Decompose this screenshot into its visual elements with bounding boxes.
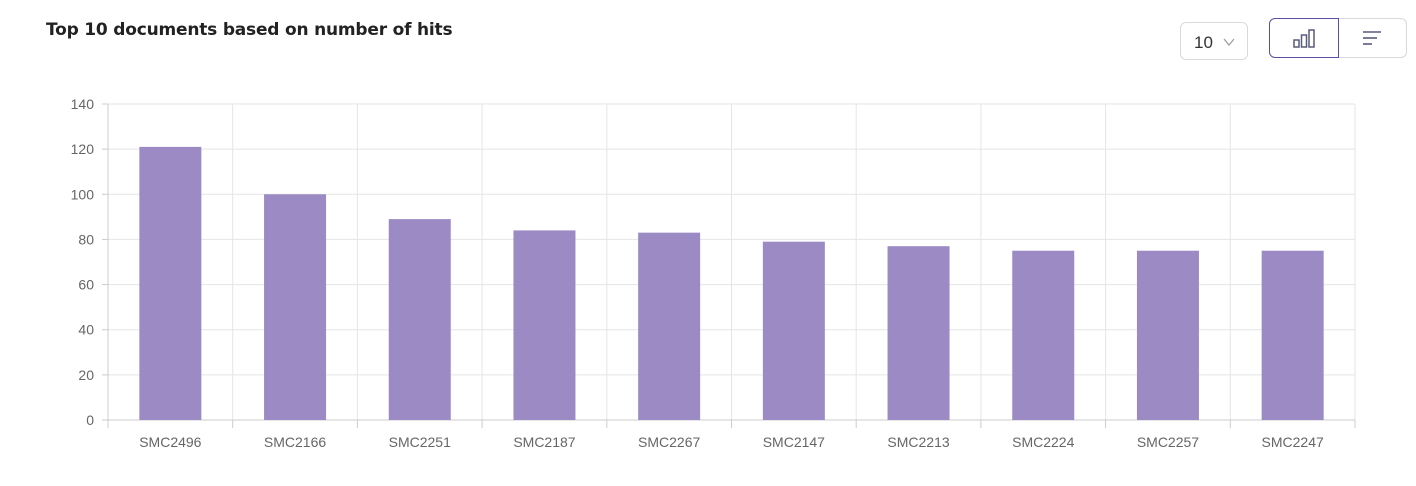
bar (762, 241, 825, 420)
y-tick-label: 120 (71, 141, 95, 157)
bar (1136, 250, 1199, 420)
y-tick-label: 60 (78, 277, 94, 293)
y-tick-label: 80 (78, 231, 94, 247)
y-tick-label: 40 (78, 322, 94, 338)
y-tick-label: 20 (78, 367, 94, 383)
x-tick-label: SMC2257 (1137, 434, 1199, 450)
x-tick-label: SMC2213 (887, 434, 949, 450)
x-tick-label: SMC2251 (389, 434, 451, 450)
x-tick-label: SMC2187 (513, 434, 575, 450)
view-toggle (1269, 18, 1407, 58)
x-tick-label: SMC2267 (638, 434, 700, 450)
x-tick-label: SMC2147 (763, 434, 825, 450)
bar-chart-view-button[interactable] (1269, 18, 1339, 58)
chevron-down-icon (1223, 38, 1235, 46)
y-tick-label: 100 (71, 186, 95, 202)
page-size-select[interactable]: 10 (1180, 22, 1248, 60)
page-size-value: 10 (1194, 33, 1213, 52)
bar-chart-icon (1293, 29, 1315, 48)
y-tick-label: 140 (71, 96, 95, 112)
x-tick-label: SMC2496 (139, 434, 201, 450)
bar (1261, 250, 1324, 420)
bar (638, 232, 701, 420)
bar (388, 219, 451, 420)
x-tick-label: SMC2166 (264, 434, 326, 450)
x-tick-label: SMC2224 (1012, 434, 1074, 450)
y-tick-label: 0 (86, 412, 94, 428)
bar (264, 194, 327, 420)
bar (139, 146, 202, 420)
bar (1012, 250, 1075, 420)
bar (513, 230, 576, 420)
x-tick-label: SMC2247 (1262, 434, 1324, 450)
horizontal-bar-view-button[interactable] (1338, 18, 1407, 58)
chart-title: Top 10 documents based on number of hits (46, 20, 453, 40)
horizontal-bars-icon (1363, 31, 1381, 45)
bar (887, 246, 950, 420)
